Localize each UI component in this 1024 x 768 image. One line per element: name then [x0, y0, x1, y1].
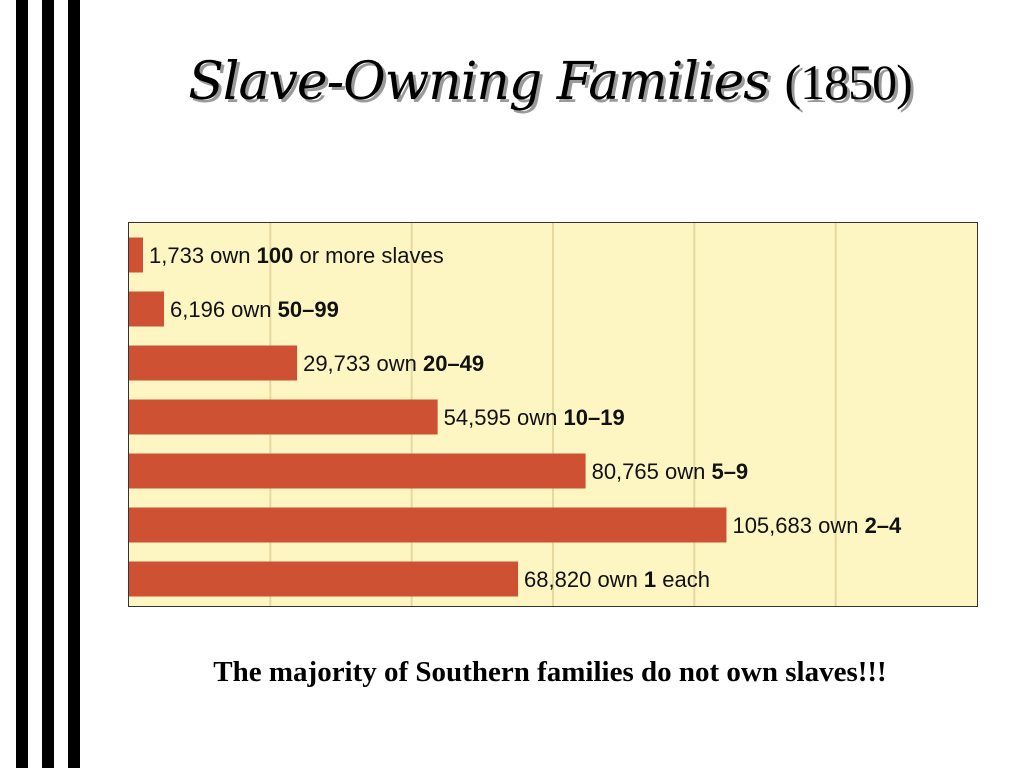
chart-canvas: 1,733 own 100 or more slaves 6,196 own 50… [129, 223, 902, 606]
decorative-stripe-2 [42, 0, 54, 768]
bar-label-count: 68,820 own [524, 567, 644, 592]
bar-label-count: 1,733 own [149, 243, 257, 268]
bar [129, 237, 143, 273]
bar-label-tail: or more slaves [293, 243, 443, 268]
bar-label-range: 20–49 [423, 351, 484, 376]
slide-title: Slave-Owning Families (1850) [130, 52, 970, 112]
decorative-stripe-1 [16, 0, 28, 768]
bar-label: 80,765 own 5–9 [592, 459, 749, 484]
bar-label: 105,683 own 2–4 [732, 513, 902, 538]
bar-label-range: 1 [644, 567, 656, 592]
bar-label-count: 29,733 own [303, 351, 423, 376]
bar-label-range: 50–99 [278, 297, 339, 322]
bar-label-range: 5–9 [711, 459, 748, 484]
bar-label: 68,820 own 1 each [524, 567, 710, 592]
bar [129, 561, 519, 597]
bar-label-tail: each [656, 567, 710, 592]
bar-label-range: 10–19 [564, 405, 625, 430]
bar-label: 6,196 own 50–99 [170, 297, 339, 322]
bar [129, 507, 727, 543]
bar-label-range: 2–4 [865, 513, 902, 538]
bar [129, 399, 438, 435]
bar [129, 453, 586, 489]
bar-label: 29,733 own 20–49 [303, 351, 484, 376]
title-year: (1850) [784, 54, 912, 110]
bar-label-count: 105,683 own [732, 513, 864, 538]
bar [129, 345, 298, 381]
bar-label: 54,595 own 10–19 [444, 405, 625, 430]
bar-label-count: 80,765 own [592, 459, 712, 484]
bar-label-range: 100 [257, 243, 294, 268]
footer-caption: The majority of Southern families do not… [213, 656, 887, 688]
bar-label-count: 6,196 own [170, 297, 278, 322]
bar-label: 1,733 own 100 or more slaves [149, 243, 444, 268]
decorative-stripe-3 [68, 0, 80, 768]
bar-label-count: 54,595 own [444, 405, 564, 430]
title-main: Slave-Owning Families [188, 52, 770, 112]
bar-chart: 1,733 own 100 or more slaves 6,196 own 50… [128, 222, 978, 607]
bar [129, 291, 165, 327]
